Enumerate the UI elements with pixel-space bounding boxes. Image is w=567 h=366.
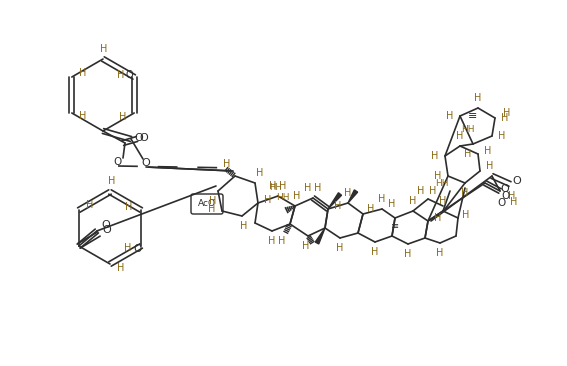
Text: H: H: [280, 181, 287, 191]
Text: H: H: [223, 159, 231, 169]
Text: H: H: [404, 249, 412, 259]
Text: H: H: [510, 197, 518, 207]
Text: H: H: [417, 186, 425, 196]
Text: H: H: [293, 191, 301, 201]
Text: H: H: [378, 194, 386, 204]
Text: HH: HH: [276, 194, 290, 202]
Text: H: H: [120, 112, 127, 122]
Text: H: H: [108, 176, 116, 186]
Text: H: H: [439, 196, 447, 206]
Text: H: H: [434, 171, 442, 181]
Text: H: H: [304, 183, 312, 193]
Text: H: H: [209, 196, 217, 206]
Text: H: H: [429, 186, 437, 196]
Polygon shape: [348, 190, 358, 203]
Text: H: H: [462, 188, 469, 198]
Text: H: H: [344, 188, 352, 198]
Text: ≡: ≡: [391, 221, 399, 231]
Text: H: H: [264, 195, 272, 205]
Text: AcO: AcO: [198, 198, 216, 208]
Text: H: H: [437, 248, 444, 258]
Text: HH: HH: [461, 124, 475, 134]
Text: H: H: [278, 236, 286, 246]
Text: H: H: [503, 108, 511, 118]
Text: O: O: [501, 191, 509, 201]
Text: H: H: [269, 181, 277, 191]
Text: H: H: [388, 199, 396, 209]
Text: O: O: [501, 184, 509, 194]
Text: O: O: [498, 198, 506, 208]
Text: O: O: [142, 158, 150, 168]
Text: O: O: [139, 133, 149, 143]
Polygon shape: [328, 193, 341, 209]
Text: H: H: [431, 151, 439, 161]
Text: H: H: [508, 191, 516, 201]
Text: H: H: [462, 210, 469, 220]
Text: O: O: [103, 225, 111, 235]
Text: O: O: [133, 244, 141, 254]
Text: H: H: [409, 196, 417, 206]
Text: H: H: [314, 183, 321, 193]
Text: H: H: [125, 202, 133, 212]
Text: O: O: [101, 220, 110, 230]
Text: ≡: ≡: [468, 111, 477, 121]
Text: H: H: [446, 111, 454, 121]
Text: H: H: [79, 68, 87, 78]
Text: H: H: [336, 243, 344, 253]
Text: O: O: [125, 70, 133, 80]
Text: H: H: [117, 263, 125, 273]
Text: H: H: [335, 201, 342, 211]
Text: H: H: [464, 149, 472, 159]
Text: H: H: [256, 168, 264, 178]
Polygon shape: [315, 228, 325, 244]
Text: H: H: [367, 204, 375, 214]
Text: HH: HH: [269, 183, 281, 193]
Text: H: H: [498, 131, 506, 141]
Text: H: H: [100, 44, 108, 54]
Text: H: H: [434, 213, 442, 223]
Text: H: H: [302, 241, 310, 251]
Text: H: H: [371, 247, 379, 257]
Text: O: O: [114, 157, 122, 167]
Text: H: H: [86, 200, 94, 210]
Text: H: H: [456, 131, 464, 141]
Text: H: H: [501, 113, 509, 123]
Text: H: H: [486, 161, 494, 171]
Text: H: H: [475, 93, 482, 103]
Text: O: O: [134, 133, 143, 143]
Text: H: H: [208, 204, 215, 214]
Text: H: H: [125, 243, 132, 253]
Text: H: H: [484, 146, 492, 156]
Text: H: H: [117, 70, 125, 80]
Text: H: H: [240, 221, 248, 231]
Text: H: H: [268, 236, 276, 246]
FancyBboxPatch shape: [191, 194, 223, 214]
Text: HH: HH: [435, 179, 448, 187]
Text: H: H: [79, 111, 87, 121]
Text: O: O: [513, 176, 522, 186]
